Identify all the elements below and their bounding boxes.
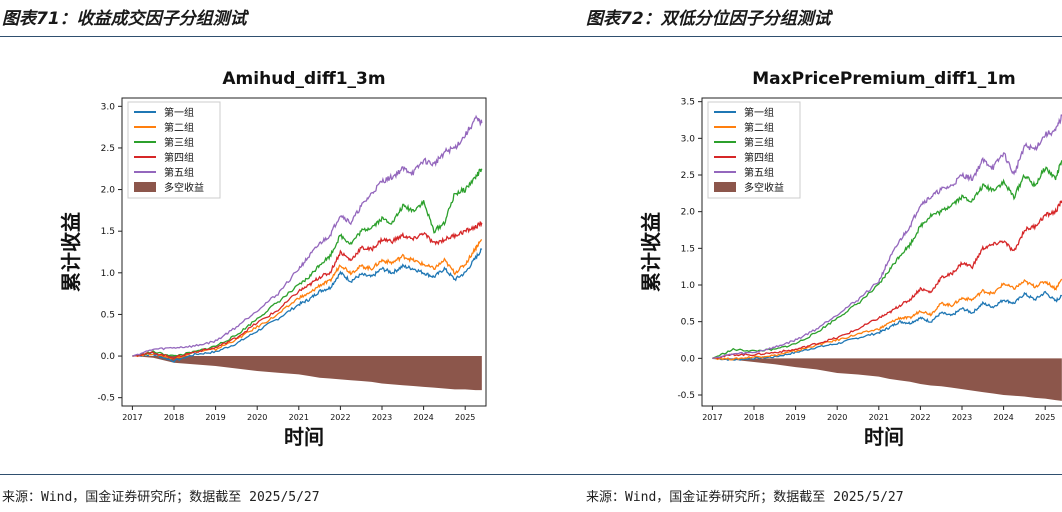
x-axis-label: 时间 (284, 425, 324, 449)
legend-label: 第五组 (744, 166, 774, 179)
x-tick-label: 2022 (910, 413, 930, 422)
chart-title: Amihud_diff1_3m (222, 69, 385, 89)
y-tick-label: 2.5 (681, 171, 695, 181)
y-tick-label: 1.5 (101, 227, 115, 237)
series-line-4 (712, 200, 1062, 359)
series-line-5 (712, 114, 1062, 359)
bottom-rule (0, 474, 1062, 475)
series-line-5 (132, 114, 483, 357)
series-line-3 (712, 160, 1062, 359)
x-tick-label: 2020 (827, 413, 847, 422)
legend-label: 多空收益 (164, 181, 204, 194)
x-tick-label: 2022 (330, 413, 350, 422)
chart-amihud: Amihud_diff1_3m -0.5 0.0 0.5 1.0 1.5 2.0 2.5 3.0… (59, 69, 487, 449)
figure-71-source: 来源：Wind，国金证券研究所；数据截至 2025/5/27 (2, 490, 320, 505)
longshort-area (132, 356, 482, 391)
y-tick-label: -0.5 (97, 394, 115, 404)
series-line-2 (712, 278, 1062, 361)
legend-label: 第三组 (164, 136, 194, 149)
legend-label: 第二组 (164, 121, 194, 134)
y-tick-label: 2.0 (681, 208, 696, 218)
y-tick-label: 0.5 (101, 310, 115, 320)
series-line-1 (132, 248, 483, 363)
chart-title: MaxPricePremium_diff1_1m (752, 69, 1016, 89)
chart-maxpricepremium: MaxPricePremium_diff1_1m -0.5 0.0 0.5 1.0 1.5… (639, 69, 1062, 449)
y-tick-label: 0.0 (101, 352, 116, 362)
top-rule (0, 36, 1062, 37)
y-tick-label: 1.5 (681, 244, 695, 254)
series-line-4 (132, 221, 483, 360)
y-tick-label: 1.0 (681, 281, 696, 291)
legend-label: 第五组 (164, 166, 194, 179)
x-tick-label: 2023 (952, 413, 972, 422)
y-tick-label: 3.0 (681, 134, 696, 144)
y-tick-label: 0.0 (681, 354, 696, 364)
y-tick-label: 3.0 (101, 102, 116, 112)
plot-frame (701, 97, 1062, 407)
x-tick-label: 2018 (164, 413, 184, 422)
x-tick-label: 2020 (247, 413, 267, 422)
x-tick-label: 2021 (869, 413, 889, 422)
legend-label: 第四组 (744, 151, 774, 164)
legend-swatch (714, 182, 736, 192)
y-tick-label: -0.5 (677, 391, 695, 401)
legend-label: 多空收益 (744, 181, 784, 194)
legend-label: 第三组 (744, 136, 774, 149)
x-tick-label: 2017 (122, 413, 142, 422)
figure-71-title: 图表71：收益成交因子分组测试 (2, 9, 247, 29)
x-tick-label: 2025 (455, 413, 475, 422)
x-tick-label: 2023 (372, 413, 392, 422)
legend-label: 第一组 (164, 106, 194, 119)
legend-label: 第二组 (744, 121, 774, 134)
y-tick-label: 2.0 (101, 186, 116, 196)
x-axis-label: 时间 (864, 425, 904, 449)
legend-label: 第一组 (744, 106, 774, 119)
y-tick-label: 1.0 (101, 269, 116, 279)
x-tick-label: 2021 (289, 413, 309, 422)
y-tick-label: 2.5 (101, 144, 115, 154)
series-line-2 (132, 238, 483, 360)
x-tick-label: 2024 (413, 413, 433, 422)
figure-72-title: 图表72：双低分位因子分组测试 (586, 9, 831, 29)
x-tick-label: 2025 (1035, 413, 1055, 422)
y-tick-label: 0.5 (681, 318, 695, 328)
figure-72-source: 来源：Wind，国金证券研究所；数据截至 2025/5/27 (586, 490, 904, 505)
legend-swatch (134, 182, 156, 192)
x-tick-label: 2017 (702, 413, 722, 422)
longshort-area (712, 358, 1062, 401)
y-axis-label: 累计收益 (59, 212, 83, 292)
x-tick-label: 2018 (744, 413, 764, 422)
legend-label: 第四组 (164, 151, 194, 164)
x-tick-label: 2024 (993, 413, 1013, 422)
series-line-3 (132, 168, 483, 357)
plot-frame (121, 97, 487, 407)
series-line-1 (712, 290, 1062, 361)
x-tick-label: 2019 (785, 413, 805, 422)
x-tick-label: 2019 (205, 413, 225, 422)
y-axis-label: 累计收益 (639, 212, 663, 292)
y-tick-label: 3.5 (681, 98, 695, 108)
